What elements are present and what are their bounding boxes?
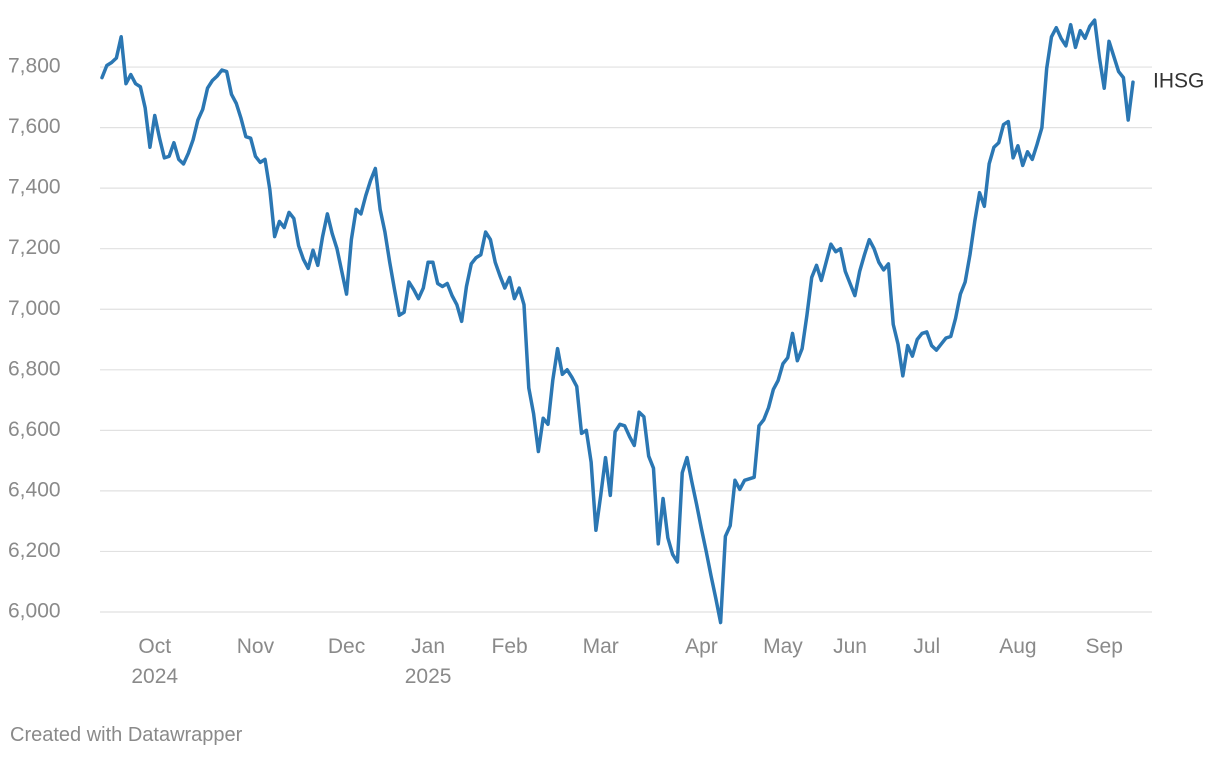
y-tick-label: 7,400 xyxy=(8,176,61,199)
line xyxy=(100,18,1135,625)
y-tick-label: 6,600 xyxy=(8,418,61,441)
x-tick-label: Aug xyxy=(999,635,1037,658)
y-tick-label: 7,000 xyxy=(8,297,61,320)
y-tick-label: 7,600 xyxy=(8,115,61,138)
x-tick-label: Jan 2025 xyxy=(404,635,452,688)
x-tick-label: Jul xyxy=(913,635,941,658)
x-tick-label: Sep xyxy=(1085,635,1123,658)
y-tick-label: 6,800 xyxy=(8,357,61,380)
y-tick-label: 6,200 xyxy=(8,539,61,562)
y-tick-label: 7,800 xyxy=(8,55,61,78)
credit: Created with Datawrapper xyxy=(10,724,243,746)
x-tick-label: Jun xyxy=(833,635,867,658)
x-tick-label: Nov xyxy=(236,635,275,658)
x-tick-label: Oct 2024 xyxy=(131,635,179,688)
series-label: IHSG xyxy=(1153,70,1204,93)
x-tick-label: May xyxy=(763,635,803,658)
y-tick-label: 6,400 xyxy=(8,478,61,501)
x-tick-label: Apr xyxy=(685,635,718,658)
y-tick-label: 6,000 xyxy=(8,600,61,623)
x-tick-label: Dec xyxy=(327,635,366,658)
x-tick-label: Mar xyxy=(582,635,619,658)
y-tick-label: 7,200 xyxy=(8,236,61,259)
x-tick-label: Feb xyxy=(491,635,528,658)
